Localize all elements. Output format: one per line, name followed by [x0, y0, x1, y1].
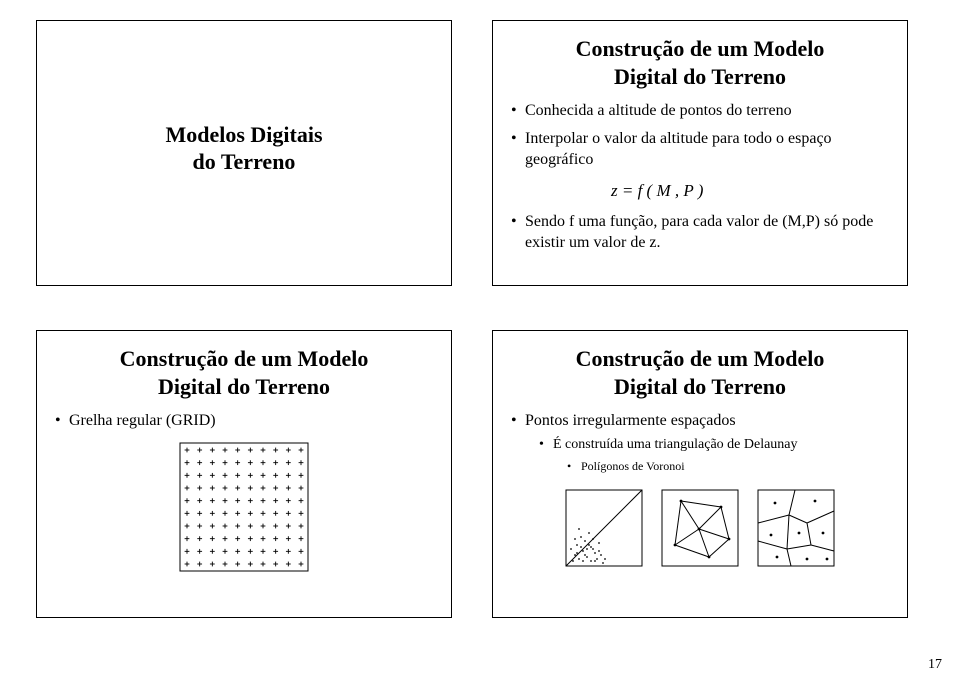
grid-diagram: [179, 442, 309, 572]
panel4-title-line2: Digital do Terreno: [614, 374, 786, 399]
panel4-title-line1: Construção de um Modelo: [576, 346, 825, 371]
panel1-title-line1: Modelos Digitais: [165, 122, 322, 147]
panel-bottom-left: Construção de um Modelo Digital do Terre…: [36, 330, 452, 618]
panel3-title-line1: Construção de um Modelo: [120, 346, 369, 371]
panel4-sub2: Polígonos de Voronoi: [567, 458, 889, 474]
delaunay-diagram: [661, 489, 739, 567]
panel2-b1: Conhecida a altitude de pontos do terren…: [511, 100, 889, 122]
panel2-title-line1: Construção de um Modelo: [576, 36, 825, 61]
panel4-s2: Polígonos de Voronoi: [567, 458, 889, 474]
panel-top-left: Modelos Digitais do Terreno: [36, 20, 452, 286]
panel4-bullets: Pontos irregularmente espaçados É constr…: [511, 410, 889, 475]
panel4-title: Construção de um Modelo Digital do Terre…: [511, 345, 889, 400]
panel2-bullets: Conhecida a altitude de pontos do terren…: [511, 100, 889, 171]
scatter-diagram: [565, 489, 643, 567]
voronoi-diagram: [757, 489, 835, 567]
panel2-title-line2: Digital do Terreno: [614, 64, 786, 89]
panel3-grid-wrap: [55, 442, 433, 572]
panel3-bullets: Grelha regular (GRID): [55, 410, 433, 432]
panel4-s1-text: É construída uma triangulação de Delauna…: [553, 437, 798, 452]
panel1-title-line2: do Terreno: [193, 149, 296, 174]
page-number: 17: [928, 657, 942, 673]
panel2-b3: Sendo f uma função, para cada valor de (…: [511, 211, 889, 254]
panel2-b2: Interpolar o valor da altitude para todo…: [511, 128, 889, 171]
panel3-title: Construção de um Modelo Digital do Terre…: [55, 345, 433, 400]
panel3-title-line2: Digital do Terreno: [158, 374, 330, 399]
panel4-b1: Pontos irregularmente espaçados É constr…: [511, 410, 889, 475]
panel2-title: Construção de um Modelo Digital do Terre…: [511, 35, 889, 90]
panel4-graphics: [511, 489, 889, 567]
panel2-bullets-2: Sendo f uma função, para cada valor de (…: [511, 211, 889, 254]
panel4-sub: É construída uma triangulação de Delauna…: [539, 436, 889, 475]
panel-bottom-right: Construção de um Modelo Digital do Terre…: [492, 330, 908, 618]
panel4-b1-text: Pontos irregularmente espaçados: [525, 412, 736, 429]
panel4-s1: É construída uma triangulação de Delauna…: [539, 436, 889, 475]
panel3-b1: Grelha regular (GRID): [55, 410, 433, 432]
panel-top-right: Construção de um Modelo Digital do Terre…: [492, 20, 908, 286]
panel1-title: Modelos Digitais do Terreno: [165, 121, 322, 176]
panel2-formula: z = f ( M , P ): [611, 181, 889, 201]
